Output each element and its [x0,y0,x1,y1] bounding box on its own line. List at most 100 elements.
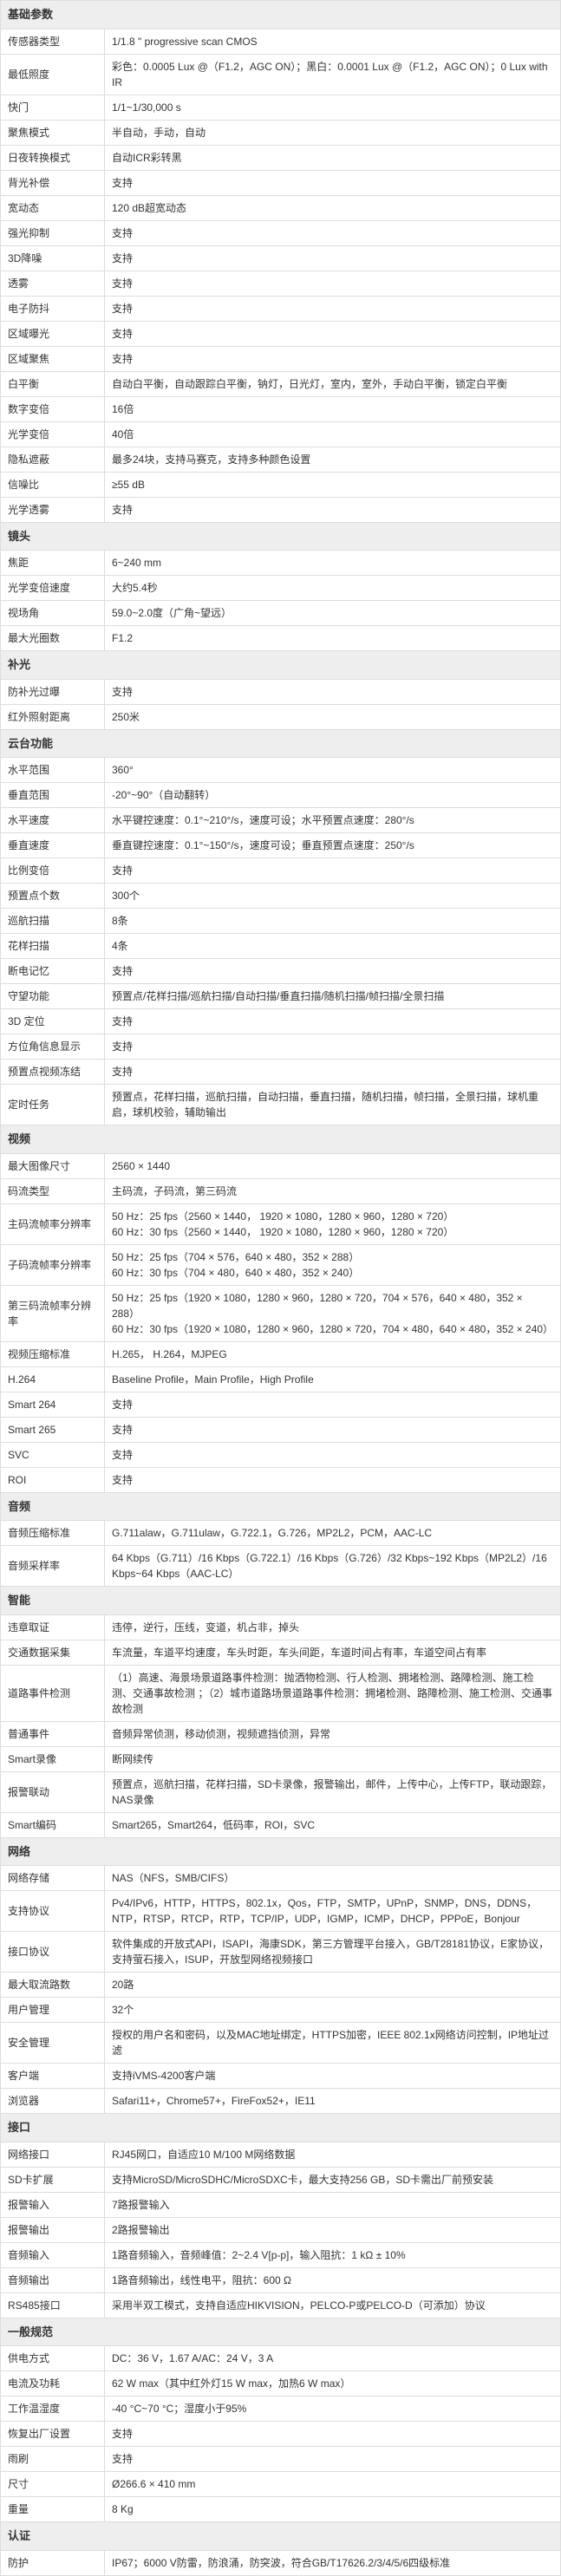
spec-label: 方位角信息显示 [1,1034,105,1060]
spec-value: 最多24块，支持马赛克，支持多种颜色设置 [105,447,561,472]
spec-value: Pv4/IPv6，HTTP，HTTPS，802.1x，Qos，FTP，SMTP，… [105,1891,561,1932]
spec-value: （1）高速、海景场景道路事件检测：抛洒物检测、行人检测、拥堵检测、路障检测、施工… [105,1665,561,1721]
spec-row: 3D降噪支持 [1,245,561,271]
spec-row: 供电方式DC：36 V，1.67 A/AC：24 V，3 A [1,2346,561,2371]
spec-value: RJ45网口，自适应10 M/100 M网络数据 [105,2142,561,2167]
spec-label: SD卡扩展 [1,2167,105,2192]
spec-value: 支持 [105,1034,561,1060]
spec-value: 支持 [105,1060,561,1085]
spec-label: 白平衡 [1,371,105,396]
spec-row: 3D 定位支持 [1,1009,561,1034]
spec-label: 接口协议 [1,1932,105,1973]
spec-value: F1.2 [105,626,561,651]
spec-row: 垂直速度垂直键控速度：0.1°~150°/s，速度可设；垂直预置点速度：250°… [1,833,561,858]
spec-label: 光学变倍速度 [1,576,105,601]
spec-value: 50 Hz：25 fps（1920 × 1080，1280 × 960，1280… [105,1285,561,1341]
spec-row: 光学透雾支持 [1,497,561,522]
spec-value: 授权的用户名和密码，以及MAC地址绑定，HTTPS加密，IEEE 802.1x网… [105,2023,561,2064]
spec-row: 最大光圈数F1.2 [1,626,561,651]
section-header: 网络 [1,1837,561,1866]
spec-value: 20路 [105,1973,561,1998]
spec-label: 光学透雾 [1,497,105,522]
spec-label: 最大图像尺寸 [1,1153,105,1178]
spec-label: 第三码流帧率分辨率 [1,1285,105,1341]
spec-row: Smart 265支持 [1,1417,561,1442]
spec-value: 半自动，手动，自动 [105,120,561,145]
spec-value: Ø266.6 × 410 mm [105,2472,561,2497]
spec-label: 违章取证 [1,1614,105,1640]
spec-row: 用户管理32个 [1,1998,561,2023]
spec-value: 2路报警输出 [105,2217,561,2242]
section-header: 补光 [1,651,561,680]
spec-row: 水平速度水平键控速度：0.1°~210°/s，速度可设；水平预置点速度：280°… [1,808,561,833]
spec-row: 码流类型主码流，子码流，第三码流 [1,1178,561,1203]
spec-value: 软件集成的开放式API，ISAPI，海康SDK，第三方管理平台接入，GB/T28… [105,1932,561,1973]
spec-label: 垂直速度 [1,833,105,858]
spec-label: 定时任务 [1,1085,105,1125]
spec-value: Safari11+，Chrome57+，FireFox52+，IE11 [105,2089,561,2114]
spec-label: 尺寸 [1,2472,105,2497]
spec-label: 道路事件检测 [1,1665,105,1721]
spec-label: 红外照射距离 [1,704,105,729]
spec-row: 传感器类型1/1.8 " progressive scan CMOS [1,29,561,54]
spec-label: 网络接口 [1,2142,105,2167]
spec-label: 透雾 [1,271,105,296]
spec-value: 7路报警输入 [105,2192,561,2217]
spec-row: 最低照度彩色：0.0005 Lux @（F1.2，AGC ON）；黑白：0.00… [1,54,561,95]
spec-row: 第三码流帧率分辨率50 Hz：25 fps（1920 × 1080，1280 ×… [1,1285,561,1341]
spec-value: 6~240 mm [105,551,561,576]
spec-value: 支持iVMS-4200客户端 [105,2064,561,2089]
spec-label: 用户管理 [1,1998,105,2023]
spec-row: 道路事件检测（1）高速、海景场景道路事件检测：抛洒物检测、行人检测、拥堵检测、路… [1,1665,561,1721]
section-title: 网络 [1,1837,561,1866]
spec-value: 支持 [105,858,561,884]
spec-value: 支持 [105,245,561,271]
spec-label: 音频采样率 [1,1546,105,1587]
spec-value: 1路音频输入，音频峰值：2~2.4 V[p-p]，输入阻抗：1 kΩ ± 10% [105,2242,561,2267]
spec-label: 主码流帧率分辨率 [1,1203,105,1244]
spec-label: 工作温湿度 [1,2397,105,2422]
spec-value: -20°~90°（自动翻转） [105,783,561,808]
spec-value: G.711alaw，G.711ulaw，G.722.1，G.726，MP2L2，… [105,1521,561,1546]
spec-label: 支持协议 [1,1891,105,1932]
spec-row: 接口协议软件集成的开放式API，ISAPI，海康SDK，第三方管理平台接入，GB… [1,1932,561,1973]
section-header: 镜头 [1,522,561,551]
spec-label: SVC [1,1442,105,1467]
spec-label: 普通事件 [1,1721,105,1746]
spec-row: 浏览器Safari11+，Chrome57+，FireFox52+，IE11 [1,2089,561,2114]
spec-row: Smart编码Smart265，Smart264，低码率，ROI，SVC [1,1812,561,1837]
spec-label: 垂直范围 [1,783,105,808]
spec-value: 预置点，花样扫描，巡航扫描，自动扫描，垂直扫描，随机扫描，帧扫描，全景扫描，球机… [105,1085,561,1125]
spec-label: 宽动态 [1,195,105,220]
spec-value: 支持 [105,497,561,522]
spec-label: 断电记忆 [1,959,105,984]
spec-row: 网络存储NAS（NFS，SMB/CIFS） [1,1866,561,1891]
spec-label: 视频压缩标准 [1,1341,105,1366]
section-header: 一般规范 [1,2318,561,2346]
section-header: 视频 [1,1125,561,1154]
spec-row: 音频采样率64 Kbps（G.711）/16 Kbps（G.722.1）/16 … [1,1546,561,1587]
spec-row: 报警输出2路报警输出 [1,2217,561,2242]
spec-label: 音频压缩标准 [1,1521,105,1546]
spec-label: Smart 264 [1,1392,105,1417]
spec-row: RS485接口采用半双工模式，支持自适应HIKVISION，PELCO-P或PE… [1,2292,561,2318]
spec-row: 电流及功耗62 W max（其中红外灯15 W max，加热6 W max） [1,2371,561,2397]
spec-value: 断网续传 [105,1746,561,1771]
spec-row: 隐私遮蔽最多24块，支持马赛克，支持多种颜色设置 [1,447,561,472]
spec-row: 子码流帧率分辨率50 Hz：25 fps（704 × 576，640 × 480… [1,1244,561,1285]
spec-label: 码流类型 [1,1178,105,1203]
spec-value: 8条 [105,909,561,934]
spec-value: 1路音频输出，线性电平，阻抗：600 Ω [105,2267,561,2292]
spec-value: 支持 [105,679,561,704]
spec-label: Smart 265 [1,1417,105,1442]
spec-row: 光学变倍速度大约5.4秒 [1,576,561,601]
section-title: 基础参数 [1,1,561,29]
spec-row: 宽动态120 dB超宽动态 [1,195,561,220]
spec-row: 守望功能预置点/花样扫描/巡航扫描/自动扫描/垂直扫描/随机扫描/帧扫描/全景扫… [1,984,561,1009]
spec-value: 16倍 [105,396,561,421]
spec-label: 报警联动 [1,1771,105,1812]
spec-row: 尺寸Ø266.6 × 410 mm [1,2472,561,2497]
spec-value: 支持 [105,2447,561,2472]
spec-label: 背光补偿 [1,170,105,195]
section-header: 智能 [1,1587,561,1615]
